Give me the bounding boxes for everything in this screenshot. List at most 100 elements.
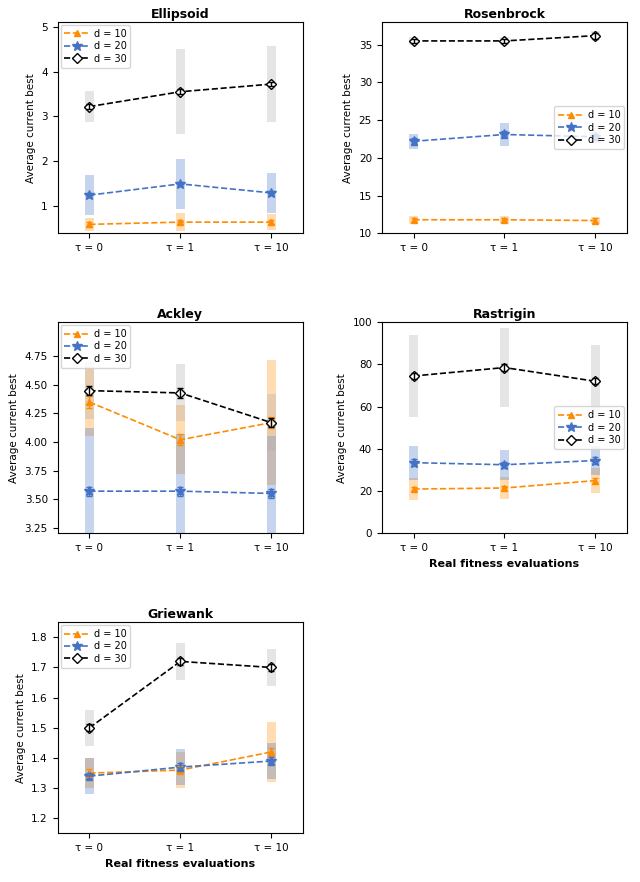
Line: d = 30: d = 30 [410,364,599,385]
d = 10 [410,483,417,494]
d = 10 [86,397,93,407]
d = 30 [177,656,184,667]
Bar [591,468,600,493]
Bar [500,123,509,146]
d = 30 [591,376,599,386]
Bar [267,394,276,452]
d = 20 [177,762,184,773]
Line: d = 20: d = 20 [409,130,600,146]
d = 20 [500,460,508,470]
Title: Griewank: Griewank [147,608,213,621]
Line: d = 10: d = 10 [410,216,599,224]
d = 10 [268,217,275,228]
Bar [267,721,276,782]
Bar [85,218,94,231]
Bar [267,214,276,230]
Bar [176,49,185,134]
Bar [591,217,600,224]
Y-axis label: Average current best: Average current best [16,673,26,782]
Title: Ellipsoid: Ellipsoid [151,8,210,21]
Bar [409,335,418,417]
d = 20 [500,129,508,139]
d = 10 [86,219,93,229]
Bar [85,758,94,789]
Bar [85,429,94,554]
d = 30 [500,363,508,373]
Bar [176,406,185,474]
d = 20 [410,136,417,146]
Bar [267,46,276,123]
d = 10 [591,475,599,486]
Bar [176,213,185,231]
Bar [176,159,185,209]
Bar [500,477,509,498]
d = 20 [268,188,275,198]
Bar [267,649,276,685]
Bar [409,134,418,149]
Legend: d = 10, d = 20, d = 30: d = 10, d = 20, d = 30 [61,25,131,68]
Title: Rosenbrock: Rosenbrock [463,8,545,21]
Bar [500,37,509,45]
d = 30 [410,370,417,381]
d = 30 [268,78,275,89]
Line: d = 30: d = 30 [86,658,275,731]
d = 30 [410,35,417,46]
d = 10 [86,768,93,779]
d = 10 [268,417,275,428]
d = 20 [177,486,184,497]
d = 10 [500,482,508,493]
Line: d = 30: d = 30 [86,80,275,110]
d = 20 [591,455,599,466]
Bar [591,445,600,475]
Legend: d = 10, d = 20, d = 30: d = 10, d = 20, d = 30 [61,625,131,668]
Y-axis label: Average current best: Average current best [9,373,19,482]
d = 20 [268,488,275,498]
d = 30 [591,30,599,41]
Line: d = 20: d = 20 [84,486,276,498]
Line: d = 10: d = 10 [86,399,275,444]
Bar [176,643,185,679]
Line: d = 20: d = 20 [84,756,276,781]
Line: d = 20: d = 20 [84,179,276,200]
d = 30 [268,662,275,673]
Line: d = 10: d = 10 [86,749,275,776]
d = 20 [410,458,417,468]
Bar [409,478,418,499]
Bar [409,37,418,45]
Legend: d = 10, d = 20, d = 30: d = 10, d = 20, d = 30 [554,407,624,449]
Y-axis label: Average current best: Average current best [343,73,353,183]
Bar [176,434,185,549]
d = 30 [86,101,93,112]
Line: d = 20: d = 20 [409,456,600,469]
Bar [409,445,418,480]
d = 10 [268,747,275,758]
d = 30 [500,35,508,46]
Line: d = 10: d = 10 [86,219,275,228]
X-axis label: Real fitness evaluations: Real fitness evaluations [429,558,579,569]
d = 30 [177,86,184,97]
Line: d = 30: d = 30 [86,387,275,426]
X-axis label: Real fitness evaluations: Real fitness evaluations [106,859,255,869]
Bar [409,216,418,223]
Bar [500,328,509,407]
Bar [176,364,185,422]
Bar [591,31,600,41]
Bar [500,450,509,480]
Bar [85,91,94,123]
d = 10 [177,765,184,775]
Bar [85,175,94,215]
Line: d = 30: d = 30 [410,32,599,44]
Bar [591,131,600,143]
Legend: d = 10, d = 20, d = 30: d = 10, d = 20, d = 30 [61,325,131,368]
Bar [500,216,509,223]
d = 20 [177,179,184,190]
d = 20 [268,756,275,766]
Legend: d = 10, d = 20, d = 30: d = 10, d = 20, d = 30 [554,107,624,149]
Y-axis label: Average current best: Average current best [337,373,347,482]
d = 10 [500,214,508,225]
Bar [267,360,276,485]
Bar [267,743,276,779]
Bar [85,368,94,437]
Line: d = 10: d = 10 [410,477,599,492]
Y-axis label: Average current best: Average current best [26,73,36,183]
